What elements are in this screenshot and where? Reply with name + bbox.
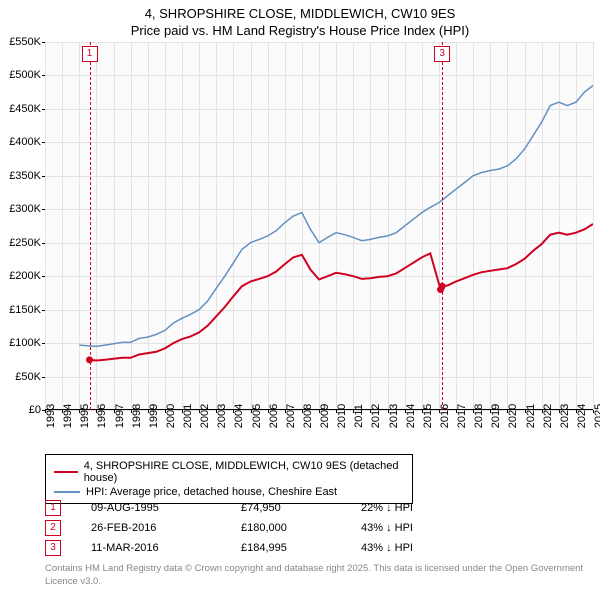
plot-area: £0£50K£100K£150K£200K£250K£300K£350K£400…	[45, 42, 593, 410]
y-axis-label: £50K	[1, 371, 41, 383]
table-row: 1 09-AUG-1995 £74,950 22% ↓ HPI	[45, 498, 593, 518]
y-axis-label: £500K	[1, 69, 41, 81]
y-axis-label: £450K	[1, 103, 41, 115]
legend-label-hpi: HPI: Average price, detached house, Ches…	[86, 486, 337, 498]
sale-diff-1: 22% ↓ HPI	[361, 502, 451, 514]
table-row: 3 11-MAR-2016 £184,995 43% ↓ HPI	[45, 538, 593, 558]
legend-swatch-paid	[54, 471, 78, 473]
footnote: Contains HM Land Registry data © Crown c…	[45, 563, 593, 588]
x-axis-label: 2025	[593, 404, 600, 428]
price-paid-line	[90, 224, 594, 361]
sale-diff-2: 43% ↓ HPI	[361, 522, 451, 534]
y-axis-label: £400K	[1, 136, 41, 148]
sale-index-2: 2	[45, 520, 61, 536]
y-axis-label: £150K	[1, 304, 41, 316]
sale-diff-3: 43% ↓ HPI	[361, 542, 451, 554]
line-svg	[45, 42, 593, 410]
y-axis-label: £250K	[1, 237, 41, 249]
chart-subtitle: Price paid vs. HM Land Registry's House …	[0, 21, 600, 38]
hpi-line	[79, 86, 593, 347]
sale-index-3: 3	[45, 540, 61, 556]
table-row: 2 26-FEB-2016 £180,000 43% ↓ HPI	[45, 518, 593, 538]
y-axis-label: £0	[1, 404, 41, 416]
legend-swatch-hpi	[54, 491, 80, 493]
sale-marker-badge: 3	[434, 46, 450, 62]
y-axis-label: £100K	[1, 337, 41, 349]
legend-row-paid: 4, SHROPSHIRE CLOSE, MIDDLEWICH, CW10 9E…	[54, 459, 404, 485]
y-axis-label: £200K	[1, 270, 41, 282]
sale-marker-line	[90, 42, 91, 410]
sales-table: 1 09-AUG-1995 £74,950 22% ↓ HPI 2 26-FEB…	[45, 498, 593, 558]
sale-date-1: 09-AUG-1995	[91, 502, 211, 514]
sale-price-1: £74,950	[241, 502, 331, 514]
sale-index-1: 1	[45, 500, 61, 516]
legend-label-paid: 4, SHROPSHIRE CLOSE, MIDDLEWICH, CW10 9E…	[84, 460, 404, 484]
y-axis-label: £300K	[1, 203, 41, 215]
y-axis-label: £350K	[1, 170, 41, 182]
legend-row-hpi: HPI: Average price, detached house, Ches…	[54, 485, 404, 499]
chart-title: 4, SHROPSHIRE CLOSE, MIDDLEWICH, CW10 9E…	[0, 0, 600, 21]
sale-date-3: 11-MAR-2016	[91, 542, 211, 554]
legend: 4, SHROPSHIRE CLOSE, MIDDLEWICH, CW10 9E…	[45, 454, 413, 504]
chart-container: 4, SHROPSHIRE CLOSE, MIDDLEWICH, CW10 9E…	[0, 0, 600, 590]
y-axis-label: £550K	[1, 36, 41, 48]
sale-marker-badge: 1	[82, 46, 98, 62]
sale-date-2: 26-FEB-2016	[91, 522, 211, 534]
sale-price-2: £180,000	[241, 522, 331, 534]
sale-price-3: £184,995	[241, 542, 331, 554]
sale-marker-line	[442, 42, 443, 410]
